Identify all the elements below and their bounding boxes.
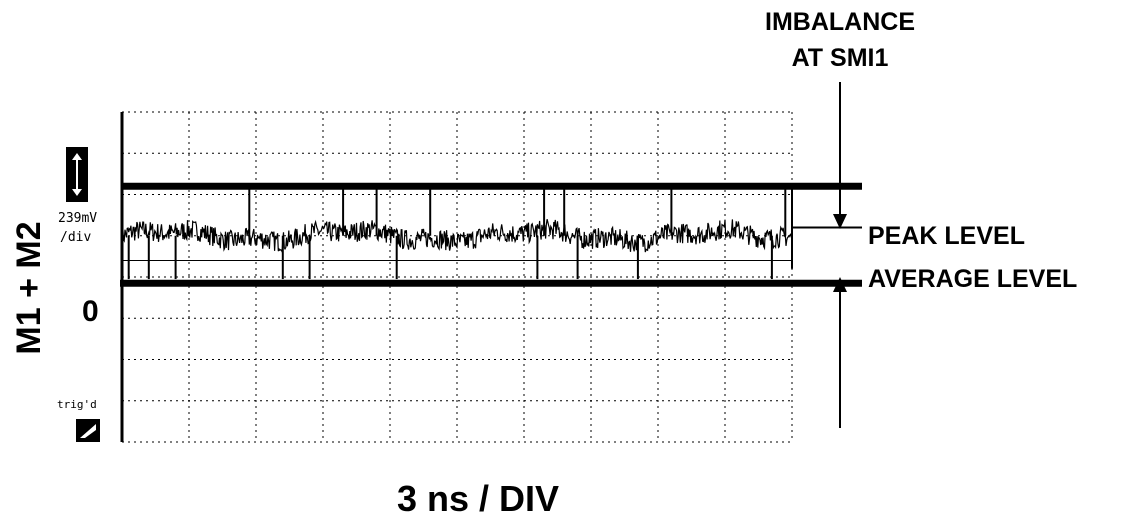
scale-readout: 239mV xyxy=(58,211,97,226)
signal-trace xyxy=(121,219,793,254)
graticule-grid xyxy=(122,111,793,443)
average-level-label: AVERAGE LEVEL xyxy=(868,265,1077,293)
trigger-icon xyxy=(76,419,100,442)
trace-spikes xyxy=(127,186,787,280)
y-axis-label: M1 + M2 xyxy=(10,221,48,354)
scale-unit: /div xyxy=(60,230,91,245)
trigger-label: trig'd xyxy=(57,398,97,411)
imbalance-label-line1: IMBALANCE xyxy=(765,8,915,36)
imbalance-down-arrow xyxy=(833,82,847,229)
zero-label: 0 xyxy=(82,295,99,328)
vertical-scale-icon xyxy=(66,147,88,202)
x-axis-label: 3 ns / DIV xyxy=(397,478,559,519)
imbalance-label-line2: AT SMI1 xyxy=(792,44,889,72)
peak-level-label: PEAK LEVEL xyxy=(868,222,1025,250)
imbalance-up-arrow xyxy=(833,277,847,428)
